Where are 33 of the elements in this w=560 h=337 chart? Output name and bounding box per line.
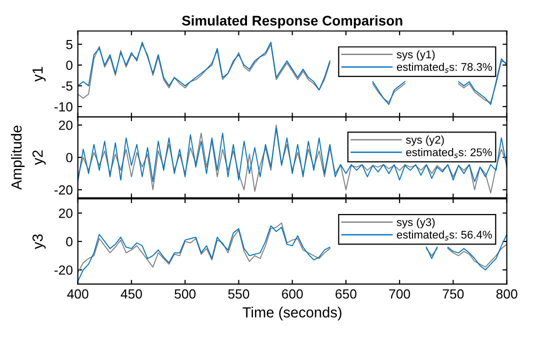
x-axis-title: Time (seconds) bbox=[242, 306, 342, 320]
x-tick-label: 700 bbox=[389, 289, 410, 299]
y-tick-label: 0 bbox=[66, 237, 72, 246]
legend-label: estimated$_{s}$s: 78.3% bbox=[396, 62, 492, 73]
x-tick-label: 550 bbox=[228, 289, 250, 299]
legend-label: estimated$_{s}$s: 25% bbox=[406, 148, 492, 158]
legend-label: sys (y2) bbox=[406, 136, 444, 146]
y-axis-title: y2 bbox=[32, 150, 46, 166]
line-series bbox=[78, 128, 507, 182]
x-tick-label: 500 bbox=[174, 289, 196, 299]
y-tick-label: 20 bbox=[58, 120, 72, 130]
line-series bbox=[78, 124, 507, 194]
y-tick-label: 5 bbox=[66, 40, 72, 50]
legend-label: estimated$_{s}$s: 56.4% bbox=[396, 230, 492, 240]
x-tick-label: 800 bbox=[496, 289, 518, 299]
y-axis-title: y1 bbox=[32, 66, 46, 82]
chart-title: Simulated Response Comparison bbox=[182, 15, 402, 28]
x-tick-label: 650 bbox=[336, 289, 356, 299]
y-tick-label: 0 bbox=[66, 60, 72, 70]
y-tick-label: 0 bbox=[66, 152, 72, 162]
x-tick-label: 450 bbox=[120, 289, 142, 299]
y-axis-title: y3 bbox=[32, 234, 46, 250]
legend-label: sys (y3) bbox=[396, 218, 435, 228]
y-tick-label: -10 bbox=[54, 102, 72, 112]
y-tick-label: 20 bbox=[58, 208, 72, 218]
y-tick-label: -20 bbox=[54, 265, 72, 275]
text: Amplitude bbox=[10, 126, 25, 190]
y-tick-label: -5 bbox=[62, 82, 72, 91]
x-tick-label: 750 bbox=[442, 289, 464, 299]
legend-label: sys (y1) bbox=[396, 50, 435, 61]
x-tick-label: 600 bbox=[282, 289, 303, 299]
y-tick-label: -20 bbox=[54, 185, 72, 195]
x-tick-label: 400 bbox=[67, 289, 88, 299]
